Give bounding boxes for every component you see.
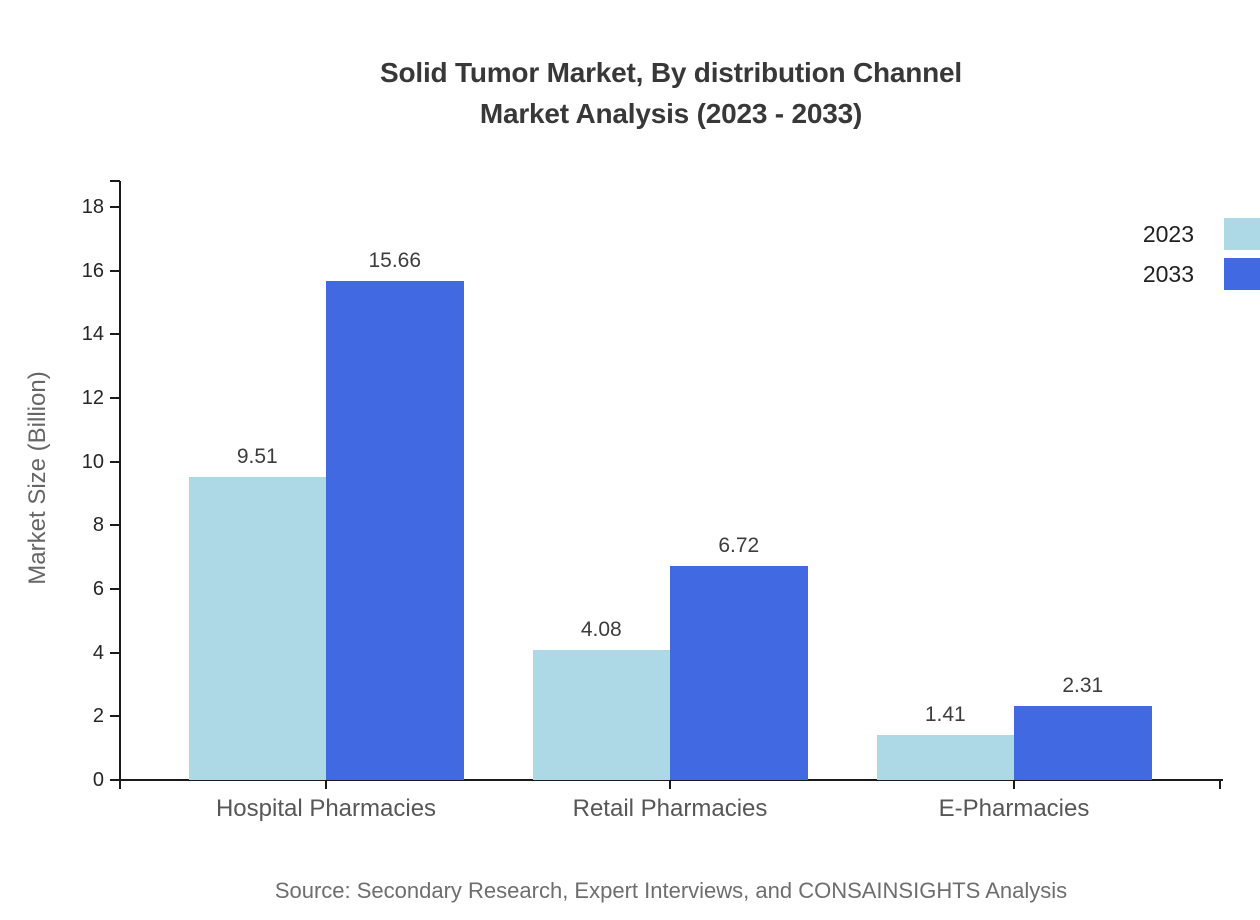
y-tick-label: 0 [92, 769, 104, 791]
x-category-label: Hospital Pharmacies [215, 795, 437, 822]
legend-label: 2033 [1142, 260, 1194, 287]
y-tick-label: 6 [92, 578, 104, 600]
x-category-label: E-Pharmacies [938, 795, 1090, 822]
y-tick-label: 4 [92, 641, 104, 664]
x-axis-outer-tick-left [119, 781, 121, 789]
x-category-label: Retail Pharmacies [572, 795, 768, 822]
x-axis-line [119, 779, 1223, 781]
bar [876, 735, 1014, 780]
bar-value-label: 6.72 [718, 534, 760, 558]
bar-value-label: 1.41 [924, 703, 966, 727]
bar-value-label: 4.08 [580, 618, 622, 642]
y-tick-label: 14 [81, 323, 104, 346]
legend-swatch [1224, 258, 1260, 290]
y-tick-label: 12 [81, 387, 104, 409]
y-tick-label: 2 [92, 705, 104, 728]
x-tick [669, 781, 671, 789]
y-tick [110, 333, 119, 336]
y-axis-line [119, 181, 121, 782]
x-axis-outer-tick-right [1219, 781, 1221, 789]
bar [532, 650, 670, 780]
y-tick [110, 779, 119, 781]
y-tick-label: 10 [81, 450, 104, 473]
chart-title: Solid Tumor Market, By distribution Chan… [120, 52, 1222, 134]
bar-value-label: 15.66 [368, 249, 422, 273]
legend-swatch [1224, 218, 1260, 250]
bar [1014, 706, 1152, 780]
legend: 2023 2033 [1143, 218, 1260, 298]
y-tick [110, 460, 119, 463]
y-tick [110, 588, 119, 590]
y-tick-label: 16 [81, 259, 104, 282]
legend-item: 2033 [1143, 258, 1260, 290]
chart-title-line1: Solid Tumor Market, By distribution Chan… [379, 57, 963, 88]
y-tick-label: 18 [81, 196, 104, 218]
x-tick [325, 781, 327, 789]
y-tick-label: 8 [92, 514, 104, 537]
y-tick [110, 524, 119, 527]
y-axis-top-cap [110, 180, 120, 182]
legend-label: 2023 [1142, 220, 1194, 247]
bar [670, 566, 808, 780]
chart-title-line2: Market Analysis (2023 - 2033) [479, 98, 863, 129]
source-note: Source: Secondary Research, Expert Inter… [274, 878, 1068, 903]
y-tick [110, 269, 119, 272]
y-tick [110, 651, 119, 654]
y-tick [110, 397, 119, 399]
bar [188, 477, 326, 780]
bar-value-label: 9.51 [236, 445, 278, 469]
legend-item: 2023 [1143, 218, 1260, 250]
y-tick [110, 206, 119, 208]
x-tick [1013, 781, 1015, 789]
bar-value-label: 2.31 [1062, 674, 1104, 698]
y-tick [110, 715, 119, 718]
bar [326, 281, 464, 780]
